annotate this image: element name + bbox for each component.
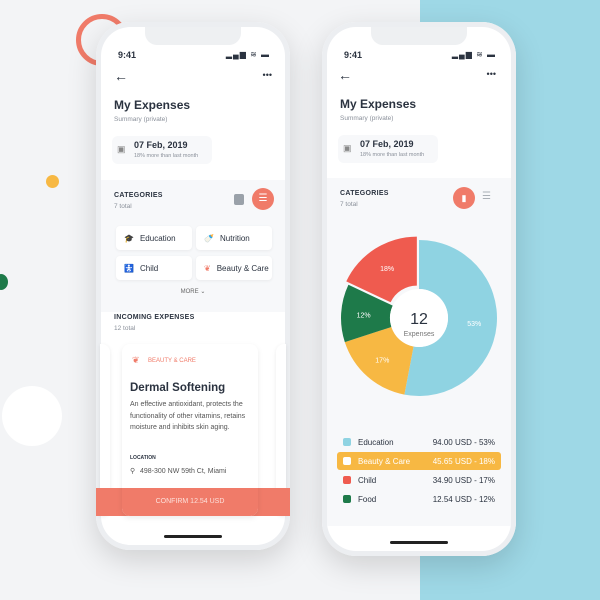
category-beauty-care[interactable]: ❦ Beauty & Care	[196, 256, 272, 280]
date-card[interactable]: ▣ 07 Feb, 2019 18% more than last month	[112, 136, 212, 164]
pie-center-label: Expenses	[404, 331, 435, 338]
pie-chart: 53% 17% 12% 18% 12 Expenses	[341, 236, 497, 396]
card-description: An effective antioxidant, protects the f…	[130, 401, 246, 431]
expense-card[interactable]: ❦ BEAUTY & CARE Dermal Softening An effe…	[122, 344, 258, 516]
categories-title: CATEGORIES	[340, 190, 389, 197]
pie-slice-label: 12%	[357, 313, 371, 320]
chart-view-button[interactable]: ▮	[453, 187, 475, 209]
date-value: 07 Feb, 2019	[134, 140, 188, 150]
incoming-count: 12 total	[114, 325, 136, 332]
legend-value: 94.00 USD - 53%	[432, 437, 495, 447]
home-indicator	[390, 541, 448, 544]
phone-chart-view: 9:41 ▂▄▆ ≋ ▬ ← ••• My Expenses Summary (…	[322, 22, 516, 556]
list-view-button[interactable]: ☰	[252, 188, 274, 210]
page-subtitle: Summary (private)	[340, 115, 394, 122]
beauty-icon: ❦	[132, 355, 140, 365]
beauty-icon: ❦	[204, 263, 211, 273]
location-value: 498-300 NW 59th Ct, Miami	[140, 468, 227, 475]
legend-swatch	[343, 438, 351, 446]
status-icons: ▂▄▆ ≋ ▬	[451, 50, 496, 59]
legend-label: Beauty & Care	[358, 456, 411, 466]
date-note: 18% more than last month	[360, 152, 425, 158]
pie-slice[interactable]	[344, 326, 414, 395]
legend-swatch	[343, 457, 351, 465]
more-label: MORE	[180, 289, 199, 295]
legend-value: 45.65 USD - 18%	[432, 456, 495, 466]
page-title: My Expenses	[114, 98, 191, 112]
date-note: 18% more than last month	[134, 153, 199, 159]
category-label: Nutrition	[219, 233, 250, 243]
card-tag: BEAUTY & CARE	[148, 358, 196, 364]
category-nutrition[interactable]: 🍼 Nutrition	[196, 226, 272, 250]
categories-title: CATEGORIES	[114, 192, 163, 199]
pie-slice-label: 53%	[467, 321, 481, 328]
more-icon[interactable]: •••	[486, 69, 496, 79]
phone-list-view: 9:41 ▂▄▆ ≋ ▬ ← ••• My Expenses Summary (…	[96, 22, 290, 550]
more-button[interactable]: MORE ⌄	[101, 288, 285, 295]
notch	[371, 27, 467, 45]
legend-value: 34.90 USD - 17%	[432, 475, 495, 485]
calendar-icon: ▣	[117, 144, 126, 154]
location-label: LOCATION	[130, 455, 156, 461]
nutrition-icon: 🍼	[204, 233, 214, 243]
education-icon: 🎓	[124, 233, 134, 243]
category-label: Beauty & Care	[216, 263, 269, 273]
arrow-left-icon[interactable]: ←	[338, 67, 352, 83]
legend-item[interactable]: Beauty & Care 45.65 USD - 18%	[337, 452, 501, 470]
incoming-title: INCOMING EXPENSES	[114, 314, 195, 321]
legend-label: Child	[358, 475, 377, 485]
pie-slice[interactable]	[404, 240, 497, 396]
pie-center	[390, 289, 448, 347]
date-card[interactable]: ▣ 07 Feb, 2019 18% more than last month	[338, 135, 438, 163]
location-icon: ⚲	[130, 468, 136, 475]
chevron-down-icon: ⌄	[200, 289, 206, 295]
more-icon[interactable]: •••	[262, 70, 272, 80]
confirm-button[interactable]: CONFIRM 12.54 USD	[122, 488, 258, 516]
child-icon: 🚼	[124, 263, 134, 273]
pie-center-value: 12	[410, 311, 428, 328]
category-child[interactable]: 🚼 Child	[116, 256, 192, 280]
prev-card[interactable]	[100, 344, 110, 516]
list-view-icon[interactable]: ☰	[482, 191, 491, 202]
pie-slice[interactable]	[346, 236, 417, 303]
legend-label: Education	[358, 437, 394, 447]
legend-swatch	[343, 476, 351, 484]
status-icons: ▂▄▆ ≋ ▬	[225, 50, 270, 59]
category-education[interactable]: 🎓 Education	[116, 226, 192, 250]
legend-item[interactable]: Food 12.54 USD - 12%	[337, 490, 501, 508]
decor-green-dot	[0, 274, 8, 290]
pie-slice-label: 17%	[375, 358, 389, 365]
categories-section: CATEGORIES 7 total ☰ 🎓 Education 🍼 Nutriti…	[101, 180, 285, 312]
pie-slice-label: 18%	[380, 266, 394, 273]
legend-item[interactable]: Education 94.00 USD - 53%	[337, 433, 501, 451]
legend-swatch	[343, 495, 351, 503]
date-value: 07 Feb, 2019	[360, 139, 414, 149]
categories-count: 7 total	[340, 201, 358, 208]
page-title: My Expenses	[340, 97, 417, 111]
notch	[145, 27, 241, 45]
decor-yellow-dot	[46, 175, 59, 188]
home-indicator	[164, 535, 222, 538]
card-title: Dermal Softening	[130, 382, 226, 394]
category-label: Education	[139, 233, 176, 243]
chart-view-icon[interactable]	[234, 194, 244, 205]
pie-slice[interactable]	[341, 284, 393, 343]
legend-label: Food	[358, 494, 377, 504]
category-label: Child	[139, 263, 159, 273]
legend-item[interactable]: Child 34.90 USD - 17%	[337, 471, 501, 489]
arrow-left-icon[interactable]: ←	[114, 68, 128, 84]
categories-count: 7 total	[114, 203, 132, 210]
decor-white-circle	[2, 386, 62, 446]
next-card[interactable]	[276, 344, 286, 516]
status-time: 9:41	[344, 50, 363, 60]
status-time: 9:41	[118, 50, 137, 60]
page-subtitle: Summary (private)	[114, 116, 168, 123]
calendar-icon: ▣	[343, 143, 352, 153]
legend-value: 12.54 USD - 12%	[432, 494, 495, 504]
